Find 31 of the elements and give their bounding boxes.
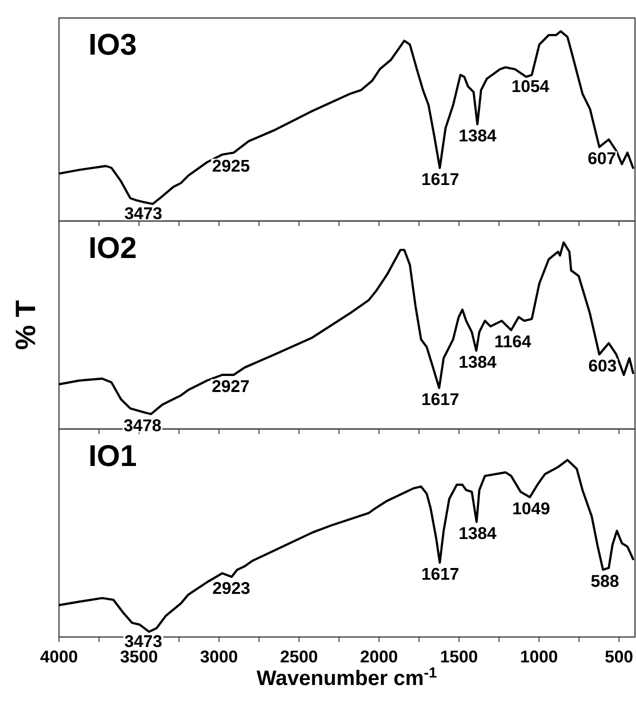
- annotation: 3473: [124, 635, 162, 648]
- annotation: 1617: [422, 173, 458, 186]
- x-tick-label: 500: [605, 650, 632, 663]
- annotation: 1054: [512, 80, 549, 92]
- annotation: 1049: [513, 502, 550, 514]
- x-tick-label: 4000: [40, 650, 77, 663]
- chart-title: IO1: [90, 445, 136, 466]
- x-tick-label: 3500: [120, 650, 157, 663]
- x-axis-title: Wavenumber cm$^{-1}$: [256, 667, 436, 686]
- annotation: 588: [591, 574, 618, 587]
- x-tick-label: 1500: [440, 650, 477, 663]
- annotation: 603: [588, 360, 616, 372]
- x-tick-label: 1000: [520, 650, 557, 663]
- annotation: 2927: [212, 380, 249, 392]
- annotation: 1384: [459, 527, 496, 540]
- chart-title: IO2: [90, 236, 136, 258]
- x-tick-label: 3000: [200, 650, 237, 663]
- annotation: 1617: [422, 393, 458, 406]
- annotation: 607: [588, 152, 616, 164]
- annotation: 1384: [459, 356, 496, 368]
- annotation: 1384: [459, 129, 496, 142]
- annotation: 1164: [495, 335, 531, 348]
- y-axis-title: % T: [15, 300, 36, 350]
- chart-title: IO3: [90, 34, 136, 55]
- x-tick-label: 2000: [360, 650, 397, 663]
- annotation: 1617: [422, 568, 458, 580]
- annotation: 2925: [212, 160, 250, 172]
- annotation: 3478: [124, 419, 161, 432]
- annotation: 2923: [212, 582, 250, 594]
- annotation: 3473: [124, 207, 162, 220]
- x-tick-label: 2500: [280, 650, 317, 663]
